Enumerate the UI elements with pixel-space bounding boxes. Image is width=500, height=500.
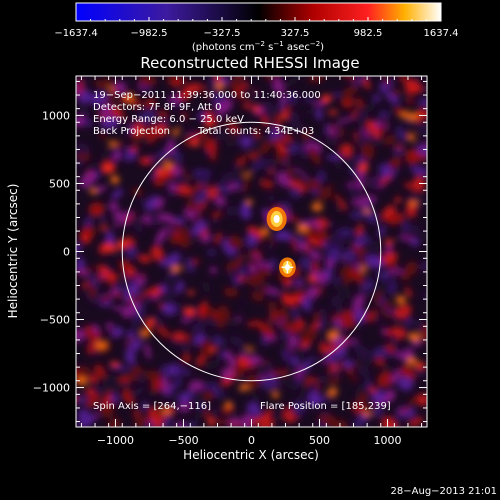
y-axis-label: Heliocentric Y (arcsec) [6, 184, 20, 319]
colorbar-tick-label: −1637.4 [54, 28, 97, 39]
chart-title: Reconstructed RHESSI Image [140, 54, 359, 72]
colorbar-tick-label: 982.5 [354, 28, 383, 39]
axis-tick-labels: −1000 −500 0 500 1000 −1000 −500 0 500 1000 [33, 109, 402, 447]
solar-limb-circle [121, 121, 382, 382]
x-tick-label: 0 [248, 434, 255, 447]
y-tick-label: 0 [63, 246, 70, 259]
bright-source [266, 206, 287, 231]
colorbar [75, 2, 442, 22]
y-tick-label: −1000 [33, 382, 70, 395]
y-tick-label: −500 [40, 314, 70, 327]
annotation-energy-range: Energy Range: 6.0 − 25.0 keV [93, 114, 244, 125]
axis-ticks [76, 76, 427, 427]
annotation-method: Back Projection [93, 126, 170, 137]
annotation-flare-position: Flare Position = [185,239] [260, 401, 391, 412]
y-tick-label: 500 [49, 177, 70, 190]
x-tick-label: 1000 [374, 434, 402, 447]
colorbar-ticks: −1637.4 −982.5 −327.5 327.5 982.5 1637.4 [54, 17, 459, 39]
annotation-time-range: 19−Sep−2011 11:39:36.000 to 11:40:36.000 [93, 90, 321, 101]
annotation-detectors: Detectors: 7F 8F 9F, Att 0 [93, 102, 221, 113]
x-tick-label: −1000 [97, 434, 134, 447]
x-tick-label: 500 [309, 434, 330, 447]
colorbar-tick-label: −982.5 [130, 28, 167, 39]
y-tick-label: 1000 [42, 109, 70, 122]
x-axis-label: Heliocentric X (arcsec) [183, 448, 319, 462]
colorbar-tick-label: −327.5 [203, 28, 240, 39]
spin-axis-crosshair-icon [281, 261, 294, 274]
annotation-spin-axis: Spin Axis = [264,−116] [93, 401, 211, 412]
colorbar-unit-label: (photons cm−2 s−1 asec−2) [192, 40, 324, 53]
colorbar-tick-label: 327.5 [281, 28, 310, 39]
footer-timestamp: 28−Aug−2013 21:01 [391, 486, 497, 497]
colorbar-tick-label: 1637.4 [424, 28, 459, 39]
x-tick-label: −500 [168, 434, 198, 447]
annotation-total-counts: Total counts: 4.34E+03 [197, 126, 314, 137]
